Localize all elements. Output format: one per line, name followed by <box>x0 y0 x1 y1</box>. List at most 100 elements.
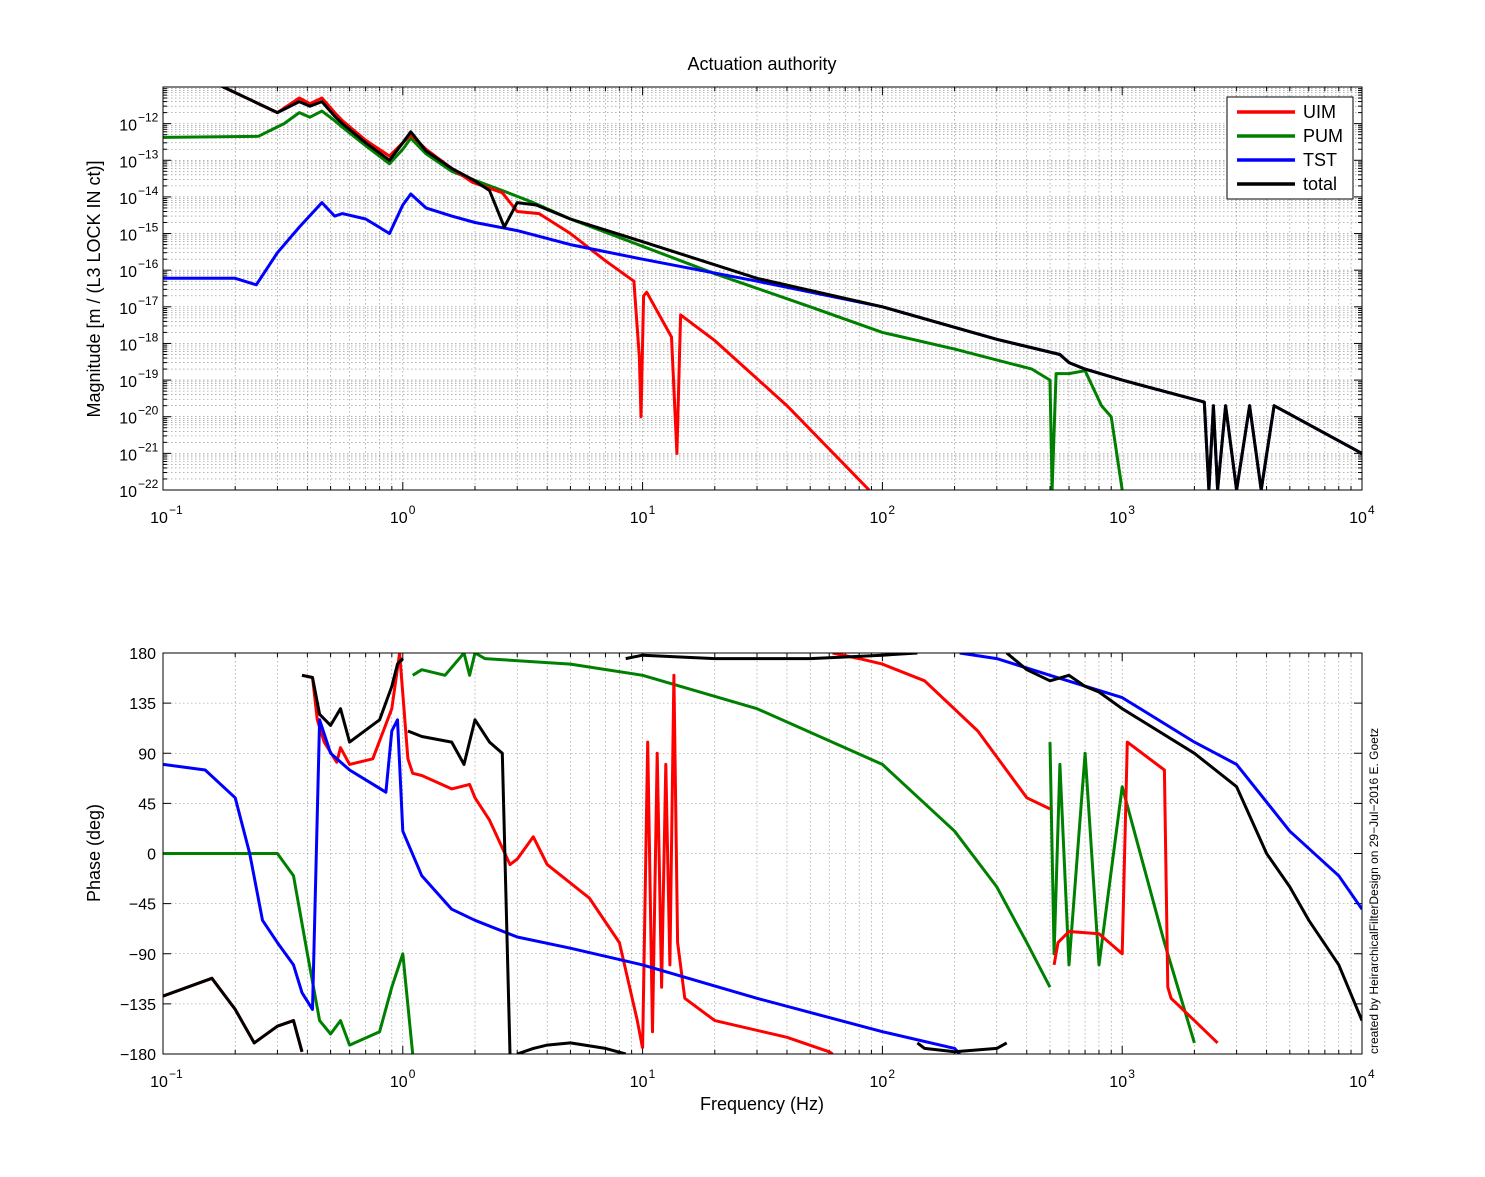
y-tick-exp: −19 <box>138 367 159 381</box>
magnitude-x-ticks: 10 −1 10 0 10 1 10 2 10 3 10 4 <box>150 503 1375 527</box>
legend-label: TST <box>1303 150 1337 170</box>
x-tick-base: 10 <box>150 510 168 527</box>
x-tick-exp: 3 <box>1128 1067 1135 1081</box>
phase-line-uim <box>398 653 645 1049</box>
phase-line-total <box>301 657 404 744</box>
y-tick-base: 10 <box>119 447 137 464</box>
y-tick-label: 10 −21 <box>119 440 158 464</box>
x-tick-exp: 0 <box>409 503 416 517</box>
y-tick-label: 10 −13 <box>119 147 158 171</box>
x-tick-exp: 4 <box>1368 503 1375 517</box>
y-tick-label: 45 <box>138 796 156 813</box>
phase-x-ticks: 10 −1 10 0 10 1 10 2 10 3 10 4 <box>150 1067 1375 1091</box>
phase-series <box>163 653 1362 1054</box>
x-tick-base: 10 <box>1109 1074 1127 1091</box>
y-tick-base: 10 <box>119 228 137 245</box>
x-tick-label: 10 0 <box>390 1067 416 1091</box>
phase-ylabel: Phase (deg) <box>84 804 104 902</box>
x-tick-base: 10 <box>630 1074 648 1091</box>
y-tick-label: 90 <box>138 746 156 763</box>
x-tick-base: 10 <box>150 1074 168 1091</box>
x-tick-base: 10 <box>630 510 648 527</box>
x-tick-label: 10 1 <box>630 1067 656 1091</box>
legend-label: total <box>1303 174 1337 194</box>
phase-line-pum <box>411 653 1052 988</box>
phase-line-uim <box>301 653 402 766</box>
x-tick-label: 10 2 <box>870 503 896 527</box>
phase-xlabel: Frequency (Hz) <box>700 1094 824 1114</box>
y-tick-label: 10−12 <box>119 111 158 135</box>
phase-line-pum <box>163 852 415 1054</box>
y-tick-base: 10 <box>119 411 137 428</box>
y-tick-base: 10 <box>119 374 137 391</box>
phase-axes: 10 −1 10 0 10 1 10 2 10 3 10 4 18013590450−45−90−13… <box>84 646 1381 1114</box>
phase-line-uim <box>641 673 834 1054</box>
magnitude-axes: Actuation authority 10 −1 10 0 10 1 10 2 10 3 10 4 … <box>84 54 1375 527</box>
x-tick-exp: 1 <box>649 503 656 517</box>
x-tick-label: 10 4 <box>1349 503 1375 527</box>
x-tick-base: 10 <box>870 510 888 527</box>
phase-line-tst <box>959 653 1362 911</box>
magnitude-line-pum <box>163 109 1124 490</box>
magnitude-y-ticks: 10−1210−1310−1410−1510−1610−1710−1810−19… <box>119 111 158 501</box>
legend-label: UIM <box>1303 102 1336 122</box>
y-tick-exp: −12 <box>138 111 159 125</box>
legend-label: PUM <box>1303 126 1343 146</box>
phase-grid <box>163 652 1362 1055</box>
x-tick-label: 10 3 <box>1109 1067 1135 1091</box>
phase-line-total <box>1005 653 1362 1022</box>
x-tick-exp: 3 <box>1128 503 1135 517</box>
magnitude-ylabel: Magnitude [m / (L3 LOCK IN ct)] <box>84 160 104 417</box>
x-tick-label: 10 2 <box>870 1067 896 1091</box>
x-tick-base: 10 <box>870 1074 888 1091</box>
y-tick-label: −135 <box>120 997 156 1014</box>
y-tick-exp: −14 <box>138 184 159 198</box>
phase-line-total <box>407 718 512 1054</box>
phase-line-total <box>916 1041 1008 1054</box>
y-tick-exp: −20 <box>138 404 159 418</box>
x-tick-exp: 0 <box>409 1067 416 1081</box>
x-tick-exp: −1 <box>169 1067 183 1081</box>
magnitude-line-uim <box>219 87 871 490</box>
x-tick-base: 10 <box>1109 510 1127 527</box>
y-tick-label: 10 −15 <box>119 221 158 245</box>
y-tick-label: 135 <box>129 696 156 713</box>
x-tick-base: 10 <box>1349 510 1367 527</box>
y-tick-exp: −16 <box>138 257 159 271</box>
y-tick-base: 10 <box>119 118 137 135</box>
y-tick-label: −45 <box>129 897 156 914</box>
legend-entry-tst: TST <box>1237 150 1337 170</box>
x-tick-exp: −1 <box>169 503 183 517</box>
y-tick-label: 10 −19 <box>119 367 158 391</box>
x-tick-label: 10 1 <box>630 503 656 527</box>
legend-entry-total: total <box>1237 174 1337 194</box>
y-tick-exp: −15 <box>138 221 159 235</box>
y-tick-label: 10 −20 <box>119 404 158 428</box>
phase-line-pum <box>1048 742 1196 1044</box>
phase-line-total <box>516 1041 627 1054</box>
x-tick-exp: 2 <box>888 503 895 517</box>
y-tick-label: 10 −14 <box>119 184 158 208</box>
y-tick-base: 10 <box>119 264 137 281</box>
x-tick-base: 10 <box>390 1074 408 1091</box>
y-tick-base: 10 <box>119 301 137 318</box>
x-tick-label: 10 0 <box>390 503 416 527</box>
x-tick-exp: 1 <box>649 1067 656 1081</box>
credit-text: created by HeirarchicalFilterDesign on 2… <box>1367 728 1381 1054</box>
y-tick-base: 10 <box>119 337 137 354</box>
x-tick-label: 10 4 <box>1349 1067 1375 1091</box>
phase-line-uim <box>832 653 1051 811</box>
magnitude-series <box>163 87 1362 490</box>
legend: UIM PUM TST total <box>1226 96 1354 200</box>
phase-line-total <box>163 976 304 1053</box>
phase-y-ticks: 180 135 90 45 0 −45 −90 −135 −180 <box>120 646 156 1064</box>
y-tick-exp: −17 <box>138 294 159 308</box>
y-tick-base: 10 <box>119 154 137 171</box>
x-tick-base: 10 <box>1349 1074 1367 1091</box>
legend-entry-uim: UIM <box>1237 102 1336 122</box>
x-tick-base: 10 <box>390 510 408 527</box>
y-tick-label: 180 <box>129 646 156 663</box>
y-tick-label: 10 −22 <box>119 477 158 501</box>
y-tick-label: 10 −16 <box>119 257 158 281</box>
x-tick-label: 10 −1 <box>150 1067 183 1091</box>
